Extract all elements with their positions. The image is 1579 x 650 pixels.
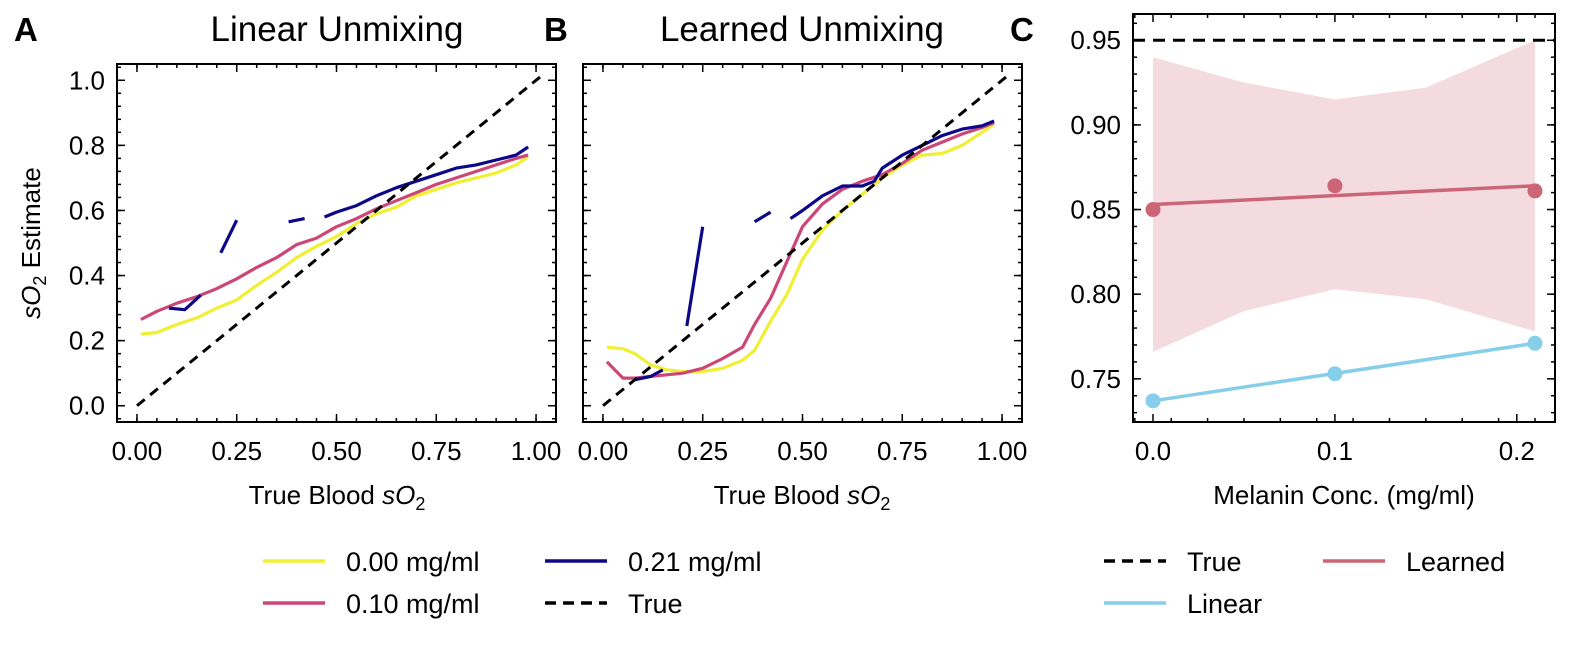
panel-a-ylabel: sO2 Estimate [16, 167, 50, 319]
panel-a-ytick-label: 0.8 [69, 130, 105, 160]
panel-a-series-group [136, 72, 545, 407]
panel-a-title: Linear Unmixing [211, 10, 464, 49]
panel-b: B Learned Unmixing 0.00 0.25 0.50 0.75 1.00 … [544, 10, 1027, 514]
learned-point [1145, 202, 1161, 218]
panel-a-ytick-label: 0.0 [69, 391, 105, 421]
panel-a: A Linear Unmixing 0.00 0.25 0.50 0.75 1.000.… [14, 10, 561, 514]
learned-fit-line [1152, 184, 1536, 207]
panel-a-ytick-label: 1.0 [69, 65, 105, 95]
panel-c-ytick-label: 0.85 [1070, 195, 1121, 225]
panel-a-xlabel: True Blood sO2 [249, 480, 426, 514]
legend-label-021: 0.21 mg/ml [628, 547, 762, 577]
panel-a-xtick-label: 0.50 [311, 436, 362, 466]
panel-c-ytick-label: 0.75 [1070, 364, 1121, 394]
panel-b-xlabel: True Blood sO2 [714, 480, 891, 514]
panel-c-xtick-label: 0.2 [1499, 436, 1535, 466]
panel-a-xtick-label: 0.00 [112, 436, 163, 466]
panel-b-series-0-21-mg-ml-segment [685, 226, 705, 327]
panel-a-series-0-21-mg-ml-segment [323, 145, 529, 219]
panel-b-series-0-21-mg-ml-segment [753, 210, 772, 224]
linear-fit-line [1152, 341, 1536, 403]
panel-c-ytick-label: 0.80 [1070, 279, 1121, 309]
panel-c-xlabel: Melanin Conc. (mg/ml) [1213, 480, 1475, 510]
panel-letter-a: A [14, 11, 38, 48]
panel-b-series-0-00-mg-ml-line [606, 122, 995, 374]
legend-label-010: 0.10 mg/ml [346, 589, 480, 619]
panel-b-series-group [602, 72, 1011, 407]
panel-a-series-0-21-mg-ml-segment [219, 219, 239, 254]
linear-point [1527, 335, 1543, 351]
panel-a-ytick-label: 0.6 [69, 195, 105, 225]
panel-b-series-0-21-mg-ml-segment [789, 119, 995, 220]
learned-point [1327, 178, 1343, 194]
linear-point [1327, 366, 1343, 382]
legend-label-000: 0.00 mg/ml [346, 547, 480, 577]
panel-b-xtick-label: 0.50 [777, 436, 828, 466]
legend-c: True Learned Linear [1104, 547, 1505, 619]
panel-letter-c: C [1010, 11, 1034, 48]
legend-label-learned: Learned [1406, 547, 1505, 577]
legend-label-true-c: True [1187, 547, 1242, 577]
panel-b-xtick-label: 0.00 [578, 436, 629, 466]
panel-a-series-0-21-mg-ml-segment [288, 217, 305, 224]
legend-label-true-ab: True [628, 589, 683, 619]
panel-a-series-0-00-mg-ml-line [140, 155, 529, 336]
plot-c-area: 0.0 0.1 0.2 0.75 0.80 0.85 0.90 0.95 [1070, 13, 1556, 466]
panel-a-xtick-label: 0.75 [411, 436, 462, 466]
plot-b-area: 0.00 0.25 0.50 0.75 1.00 [578, 63, 1028, 466]
panel-b-title: Learned Unmixing [660, 10, 944, 49]
panel-b-xtick-label: 1.00 [977, 436, 1028, 466]
learned-point [1527, 183, 1543, 199]
panel-c-xtick-label: 0.0 [1135, 436, 1171, 466]
panel-a-series-true-line [136, 72, 545, 407]
panel-letter-b: B [544, 11, 568, 48]
panel-c: C 0.0 0.1 0.2 0.75 0.80 0.85 0.90 0.95 Melanin … [1010, 11, 1556, 510]
panel-b-xtick-label: 0.75 [877, 436, 928, 466]
panel-b-xtick-label: 0.25 [677, 436, 728, 466]
panel-a-xtick-label: 1.00 [511, 436, 562, 466]
linear-point [1145, 393, 1161, 409]
panel-b-series-0-10-mg-ml-line [605, 121, 995, 380]
panel-b-series-true-line [602, 72, 1011, 407]
plot-a-area: 0.00 0.25 0.50 0.75 1.00 0.0 0.2 0.4 0.6 0.8 1.0 [69, 63, 562, 466]
legend-label-linear: Linear [1187, 589, 1262, 619]
panel-c-xtick-label: 0.1 [1317, 436, 1353, 466]
legend-ab: 0.00 mg/ml 0.21 mg/ml 0.10 mg/ml True [263, 547, 762, 619]
panel-c-frame [1132, 13, 1556, 423]
panel-a-xtick-label: 0.25 [211, 436, 262, 466]
panel-c-ytick-label: 0.90 [1070, 110, 1121, 140]
panel-a-ytick-label: 0.2 [69, 326, 105, 356]
panel-b-series-0-21-mg-ml-segment [634, 368, 664, 382]
panel-a-series-0-10-mg-ml-line [140, 153, 529, 321]
panel-a-ytick-label: 0.4 [69, 261, 105, 291]
panel-a-series-0-21-mg-ml-segment [168, 293, 202, 312]
panel-c-ytick-label: 0.95 [1070, 25, 1121, 55]
